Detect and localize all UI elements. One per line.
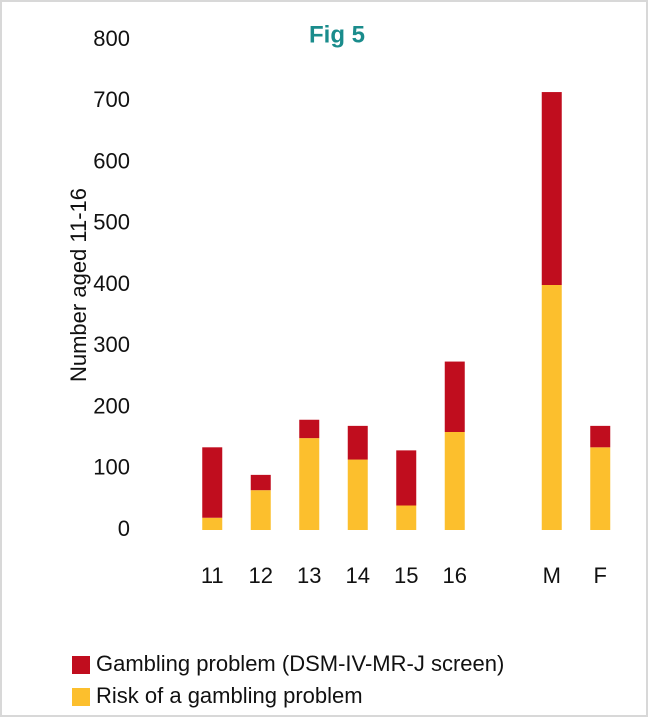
bar-segment: [202, 517, 223, 530]
legend-swatch: [72, 688, 90, 706]
bar-segment: [444, 432, 465, 530]
y-tick-label: 600: [93, 148, 130, 173]
chart-title: Fig 5: [309, 21, 365, 48]
x-tick-label: 16: [443, 563, 467, 588]
bar-segment: [396, 450, 417, 506]
bar-segment: [250, 474, 271, 491]
x-tick-label: 13: [297, 563, 321, 588]
bar-segment: [590, 447, 611, 530]
y-tick-label: 500: [93, 210, 130, 235]
y-tick-label: 200: [93, 393, 130, 418]
y-tick-label: 700: [93, 87, 130, 112]
bar-segment: [299, 438, 320, 530]
bar-segment: [396, 505, 417, 530]
y-tick-label: 400: [93, 271, 130, 296]
legend-label: Gambling problem (DSM-IV-MR-J screen): [96, 651, 504, 676]
y-tick-label: 300: [93, 332, 130, 357]
bar-segment: [202, 447, 223, 518]
bar-segment: [347, 459, 368, 530]
legend-label: Risk of a gambling problem: [96, 683, 363, 708]
bar-segment: [590, 425, 611, 448]
bar-segment: [541, 92, 562, 285]
bar-segment: [299, 419, 320, 439]
bar-segment: [541, 285, 562, 530]
x-tick-label: 11: [201, 563, 224, 588]
y-axis-label: Number aged 11-16: [66, 188, 91, 382]
x-tick-label: 15: [394, 563, 418, 588]
y-tick-label: 800: [93, 26, 130, 51]
y-tick-label: 100: [93, 455, 130, 480]
bar-segment: [444, 361, 465, 432]
bar-segment: [250, 490, 271, 530]
x-tick-label: M: [543, 563, 561, 588]
bar-segment: [347, 425, 368, 460]
x-tick-label: F: [594, 563, 607, 588]
x-tick-label: 14: [346, 563, 370, 588]
legend-swatch: [72, 656, 90, 674]
y-tick-label: 0: [118, 516, 130, 541]
x-tick-label: 12: [249, 563, 273, 588]
